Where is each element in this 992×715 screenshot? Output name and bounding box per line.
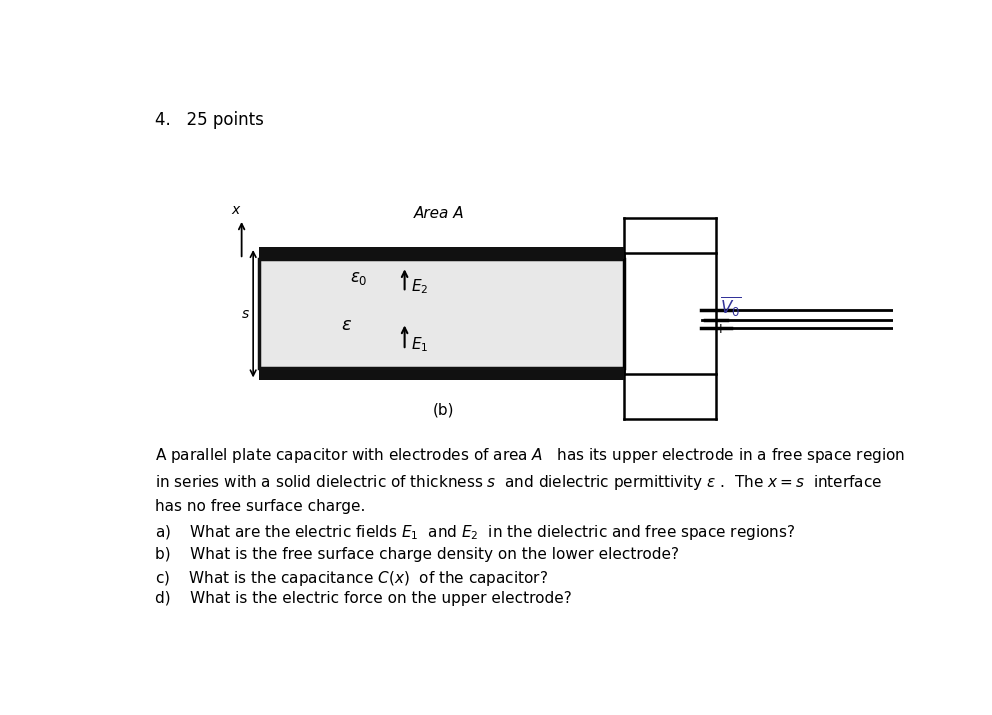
Bar — [259, 368, 624, 380]
Text: (b): (b) — [433, 403, 453, 418]
Text: $\varepsilon$: $\varepsilon$ — [341, 316, 352, 335]
Bar — [259, 247, 624, 260]
Text: A parallel plate capacitor with electrodes of area $A$   has its upper electrode: A parallel plate capacitor with electrod… — [155, 446, 905, 465]
Text: $+$: $+$ — [713, 322, 726, 336]
Text: $\overline{V_0}$: $\overline{V_0}$ — [720, 294, 741, 318]
Text: Area A: Area A — [414, 206, 464, 221]
Text: c)    What is the capacitance $C(x)$  of the capacitor?: c) What is the capacitance $C(x)$ of the… — [155, 569, 548, 588]
Text: $E_1$: $E_1$ — [411, 335, 429, 354]
Bar — [259, 260, 624, 368]
Text: 4.   25 points: 4. 25 points — [155, 111, 264, 129]
Text: has no free surface charge.: has no free surface charge. — [155, 499, 365, 514]
Text: $\varepsilon_0$: $\varepsilon_0$ — [350, 270, 367, 287]
Text: a)    What are the electric fields $E_1$  and $E_2$  in the dielectric and free : a) What are the electric fields $E_1$ an… — [155, 523, 795, 543]
Text: d)    What is the electric force on the upper electrode?: d) What is the electric force on the upp… — [155, 591, 571, 606]
Text: b)    What is the free surface charge density on the lower electrode?: b) What is the free surface charge densi… — [155, 547, 679, 562]
Text: $E_2$: $E_2$ — [411, 277, 429, 296]
Text: in series with a solid dielectric of thickness $s$  and dielectric permittivity : in series with a solid dielectric of thi… — [155, 473, 882, 492]
Text: x: x — [231, 203, 240, 217]
Text: s: s — [242, 307, 249, 321]
